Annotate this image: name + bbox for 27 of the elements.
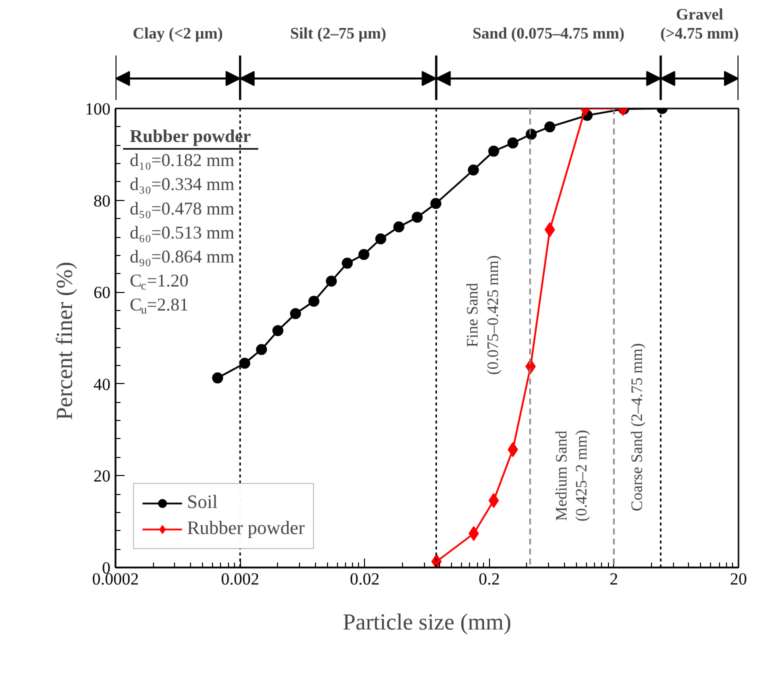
y-tick-label: 80 xyxy=(94,191,110,210)
legend-label: Rubber powder xyxy=(187,518,305,540)
annotation: Medium Sand (0.425–2 mm) xyxy=(553,430,591,522)
annotation: d₅₀=0.478 mm xyxy=(130,198,234,218)
annotation: d₃₀=0.334 mm xyxy=(130,174,234,194)
y-tick-label: 100 xyxy=(85,100,110,118)
annotation: d₁₀=0.182 mm xyxy=(130,150,234,170)
annotation: d₆₀=0.513 mm xyxy=(130,222,234,242)
x-tick-label: 20 xyxy=(730,570,747,588)
text: Sand (0.075–4.75 mm) xyxy=(472,26,624,42)
y-tick-label: 60 xyxy=(94,283,110,302)
x-tick-label: 0.02 xyxy=(350,570,380,588)
x-axis-title: Particle size (mm) xyxy=(342,610,512,634)
annotation: Coarse Sand (2–4.75 mm) xyxy=(628,343,646,512)
y-axis-title: Percent finer (%) xyxy=(52,262,77,420)
annotation: Fine Sand (0.075–0.425 mm) xyxy=(464,255,502,375)
x-tick-label: 0.002 xyxy=(220,570,260,588)
y-tick-label: 20 xyxy=(94,466,110,486)
x-tick-label: 2 xyxy=(610,570,618,588)
annotation: d₉₀=0.864 mm xyxy=(130,246,234,267)
text: Silt (2–75 μm) xyxy=(290,26,386,42)
annotation: Rubber powder xyxy=(130,126,251,146)
text: Clay (<2 μm) xyxy=(132,26,223,42)
legend-label: Soil xyxy=(187,492,218,514)
text: Gravel (>4.75 mm) xyxy=(660,6,739,42)
x-tick-label: 0.2 xyxy=(478,570,500,588)
y-tick-label: 40 xyxy=(94,374,110,394)
